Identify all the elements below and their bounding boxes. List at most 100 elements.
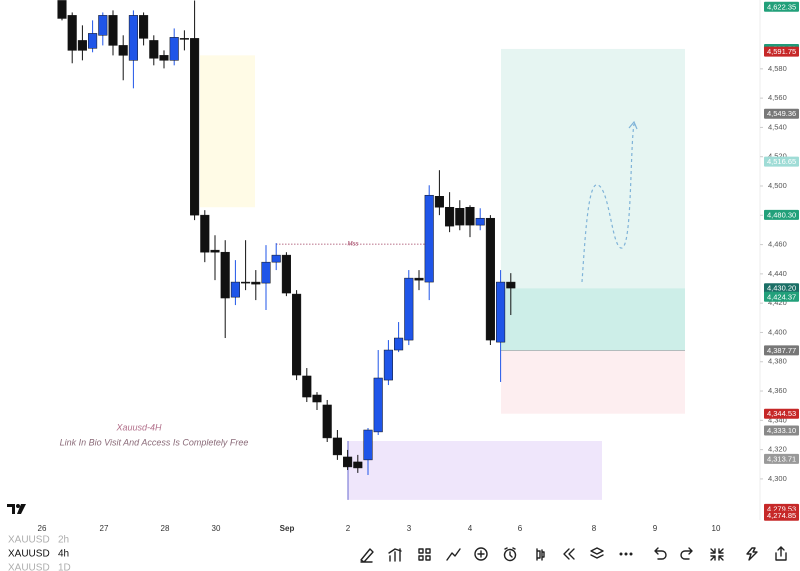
candle-body <box>445 206 455 227</box>
interval[interactable]: 2h <box>58 535 69 546</box>
y-tick-label: 4,540 <box>768 122 787 131</box>
candle-body <box>98 15 108 36</box>
candle-body <box>57 0 67 19</box>
candle-body <box>210 249 220 253</box>
price-tag-label: 4,344.53 <box>767 409 796 418</box>
price-tag-label: 4,274.85 <box>767 511 796 520</box>
y-tick-label: 4,580 <box>768 64 787 73</box>
toolbar-icons[interactable] <box>360 546 787 563</box>
candle-body <box>241 281 251 284</box>
candle-body <box>434 196 444 208</box>
price-tag-label: 4,549.36 <box>767 109 796 118</box>
annotation: Xauusd-4H <box>115 422 162 432</box>
candle-body <box>281 254 291 294</box>
candle-body <box>363 429 373 461</box>
y-tick-label: 4,380 <box>768 357 787 366</box>
candle-body <box>77 40 87 51</box>
x-tick-label: 4 <box>468 524 473 533</box>
x-tick-label: 28 <box>161 524 170 533</box>
x-tick-label: 10 <box>712 524 721 533</box>
candle-body <box>496 281 506 343</box>
candle-body <box>108 15 118 46</box>
price-tag <box>764 345 799 356</box>
zone <box>348 440 602 500</box>
x-tick-label: 27 <box>100 524 109 533</box>
price-tag-label: 4,424.37 <box>767 292 796 301</box>
x-tick-label: 2 <box>346 524 351 533</box>
candle-body <box>190 38 200 216</box>
price-tag-label: 4,387.77 <box>767 346 796 355</box>
candle-body <box>414 277 424 281</box>
candle-body <box>200 214 210 253</box>
x-tick-label: 26 <box>38 524 47 533</box>
y-tick-label: 4,520 <box>768 152 787 161</box>
price-tag <box>764 510 799 521</box>
price-tag <box>764 108 799 119</box>
candle-body <box>455 208 465 226</box>
price-tag <box>764 291 799 302</box>
candle-body <box>179 38 189 40</box>
y-tick-label: 4,500 <box>768 181 787 190</box>
candle-body <box>383 349 393 381</box>
price-tag <box>764 425 799 436</box>
price-tag <box>764 156 799 167</box>
candle-body <box>118 45 128 56</box>
zone <box>501 48 685 289</box>
candle-body <box>312 394 322 403</box>
projection-arrow <box>628 120 638 130</box>
price-tag <box>764 209 799 220</box>
annotation: Link In Bio Visit And Access Is Complete… <box>60 437 249 447</box>
price-tag-label: 4,516.65 <box>767 157 796 166</box>
price-tag-label: 4,313.71 <box>767 454 796 463</box>
candle-body <box>67 15 77 51</box>
candle-body <box>373 377 383 433</box>
y-tick-label: 4,360 <box>768 386 787 395</box>
candle-body <box>251 281 261 285</box>
candle-body <box>88 33 98 49</box>
tv-logo <box>7 504 26 514</box>
y-tick-label: 4,400 <box>768 327 787 336</box>
interval[interactable]: 1D <box>58 563 71 571</box>
candle-body <box>159 55 169 61</box>
symbol[interactable]: XAUUSD <box>8 535 50 546</box>
candle-body <box>128 15 138 61</box>
y-tick-label: 4,440 <box>768 269 787 278</box>
price-tag <box>764 283 799 294</box>
candle-body <box>343 456 353 468</box>
y-tick-label: 4,340 <box>768 415 787 424</box>
x-tick-label: 3 <box>407 524 412 533</box>
candle-body <box>302 375 312 398</box>
interval[interactable]: 4h <box>58 549 69 560</box>
candle-body <box>424 194 434 283</box>
price-tag <box>764 408 799 419</box>
price-tag-label: 4,430.20 <box>767 284 796 293</box>
price-tag-label: 4,333.10 <box>767 426 796 435</box>
y-tick-label: 4,320 <box>768 445 787 454</box>
candle-body <box>139 15 149 39</box>
symbol[interactable]: XAUUSD <box>8 563 50 571</box>
x-tick-label: 6 <box>518 524 523 533</box>
x-tick-label: 8 <box>592 524 597 533</box>
y-tick-label: 4,300 <box>768 474 787 483</box>
candle-body <box>220 251 230 299</box>
candle-body <box>353 461 363 469</box>
mss-label: Mss <box>348 242 359 248</box>
candle-body <box>149 40 159 59</box>
y-tick-label: 4,420 <box>768 298 787 307</box>
price-tag <box>764 453 799 464</box>
candle-body <box>485 217 495 341</box>
symbol[interactable]: XAUUSD <box>8 549 50 560</box>
candle-body <box>271 254 281 263</box>
x-tick-label: 30 <box>212 524 221 533</box>
zone <box>200 55 255 208</box>
zone <box>501 288 685 351</box>
candle-body <box>394 337 404 351</box>
y-tick-label: 4,560 <box>768 93 787 102</box>
price-tag-label: 4,480.30 <box>767 210 796 219</box>
price-tag <box>764 46 799 57</box>
y-tick-label: 4,460 <box>768 240 787 249</box>
x-tick-label: 9 <box>653 524 658 533</box>
candle-body <box>465 206 475 226</box>
candle-body <box>506 281 516 289</box>
